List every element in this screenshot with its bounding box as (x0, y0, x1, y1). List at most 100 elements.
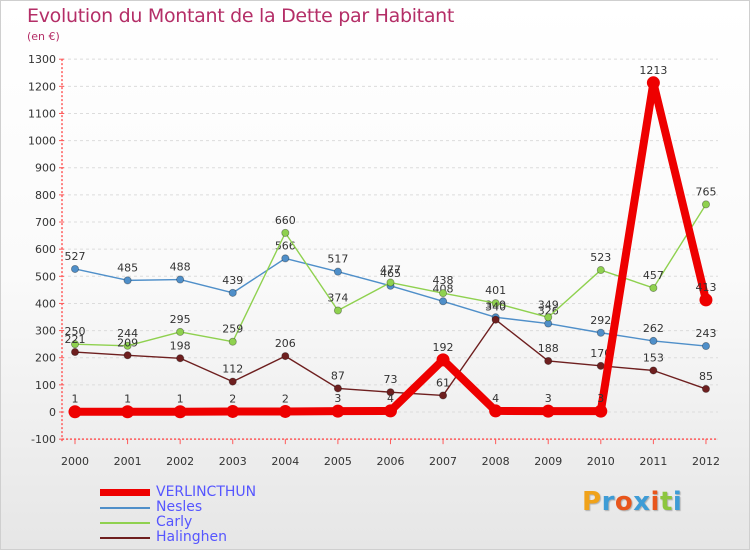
data-point (596, 361, 605, 370)
x-tick-label: 2003 (219, 455, 247, 468)
series-line-verlincthun (71, 78, 710, 416)
data-point (649, 336, 658, 345)
data-label: 262 (643, 322, 664, 335)
logo-letter: r (601, 487, 615, 517)
logo-letter: i (650, 487, 660, 517)
y-tick-label: 1100 (28, 107, 56, 120)
data-point (439, 297, 448, 306)
data-point (226, 404, 240, 418)
data-label: 61 (436, 376, 450, 389)
y-tick-label: -100 (31, 433, 56, 446)
y-tick-label: 0 (49, 406, 56, 419)
data-point (439, 391, 448, 400)
data-point (386, 388, 395, 397)
data-label: 244 (117, 327, 138, 340)
data-point (71, 340, 80, 349)
data-point (701, 384, 710, 393)
data-label: 1 (124, 393, 131, 406)
data-label: 3 (597, 392, 604, 405)
data-point (333, 306, 342, 315)
x-tick-label: 2001 (114, 455, 142, 468)
data-label: 374 (327, 291, 348, 304)
data-point (333, 384, 342, 393)
data-label: 457 (643, 269, 664, 282)
data-label: 206 (275, 337, 296, 350)
legend-swatch (100, 489, 150, 496)
data-label: 259 (222, 323, 243, 336)
x-tick-label: 2005 (324, 455, 352, 468)
x-tick-label: 2008 (482, 455, 510, 468)
data-point (439, 289, 448, 298)
data-point (649, 366, 658, 375)
data-label: 566 (275, 239, 296, 252)
data-point (491, 299, 500, 308)
data-label: 340 (485, 301, 506, 314)
data-label: 221 (65, 333, 86, 346)
legend-swatch (100, 521, 150, 524)
data-point (701, 200, 710, 209)
y-tick-label: 700 (35, 216, 56, 229)
data-label: 2 (282, 392, 289, 405)
data-label: 401 (485, 284, 506, 297)
y-tick-label: 800 (35, 189, 56, 202)
x-tick-label: 2012 (692, 455, 720, 468)
data-label: 349 (538, 298, 559, 311)
data-label: 465 (380, 267, 401, 280)
logo-letter: P (582, 487, 602, 517)
series-carly: 250 244 295 259 660 374 477 438 401 349 523 457 765 (65, 185, 716, 350)
data-point (176, 354, 185, 363)
data-point (701, 342, 710, 351)
logo-letter: x (633, 487, 651, 517)
legend-item: Nesles (100, 500, 256, 515)
data-label: 73 (383, 373, 397, 386)
data-point (281, 228, 290, 237)
data-label: 87 (331, 369, 345, 382)
x-tick-label: 2006 (376, 455, 404, 468)
data-label: 765 (695, 185, 716, 198)
data-point (176, 275, 185, 284)
data-point (333, 267, 342, 276)
chart-title: Evolution du Montant de la Dette par Hab… (27, 5, 455, 27)
data-label: 1 (72, 393, 79, 406)
data-label: 1 (177, 393, 184, 406)
data-label: 413 (695, 281, 716, 294)
data-label: 112 (222, 363, 243, 376)
y-tick-label: 400 (35, 297, 56, 310)
data-point (281, 254, 290, 263)
y-tick-label: 100 (35, 379, 56, 392)
data-point (121, 405, 135, 419)
data-point (646, 76, 660, 90)
data-point (544, 356, 553, 365)
y-tick-label: 600 (35, 243, 56, 256)
data-point (699, 293, 713, 307)
data-label: 326 (538, 305, 559, 318)
data-label: 198 (170, 339, 191, 352)
x-tick-label: 2010 (587, 455, 615, 468)
data-point (491, 315, 500, 324)
legend-item: Carly (100, 515, 256, 530)
x-tick-label: 2011 (639, 455, 667, 468)
logo-letter: o (614, 487, 634, 517)
legend-label: Halinghen (156, 529, 228, 545)
data-point (123, 276, 132, 285)
legend-item: VERLINCTHUN (100, 485, 256, 500)
data-point (176, 327, 185, 336)
logo-letter: i (672, 487, 683, 517)
data-label: 3 (545, 392, 552, 405)
logo-letter: t (659, 487, 673, 517)
data-label: 2 (229, 392, 236, 405)
x-tick-label: 2000 (61, 455, 89, 468)
data-label: 292 (590, 314, 611, 327)
data-point (228, 288, 237, 297)
data-point (278, 404, 292, 418)
y-tick-label: 500 (35, 270, 56, 283)
data-point (489, 404, 503, 418)
data-point (331, 404, 345, 418)
data-label: 1213 (639, 64, 667, 77)
data-point (544, 313, 553, 322)
data-point (596, 266, 605, 275)
y-tick-label: 1000 (28, 135, 56, 148)
data-label: 660 (275, 214, 296, 227)
